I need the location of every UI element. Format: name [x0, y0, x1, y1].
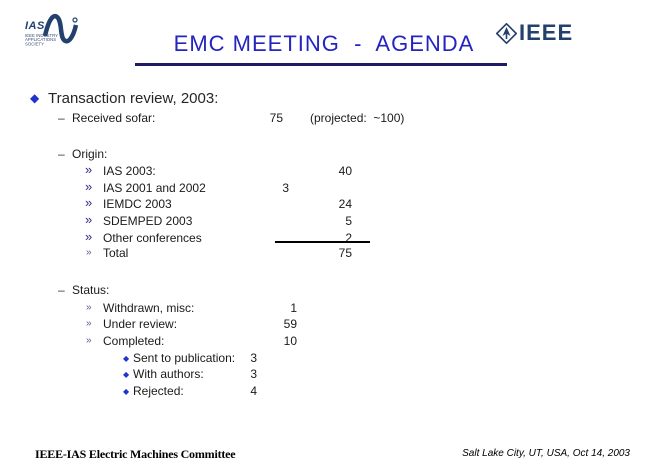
chevron-bullet-icon: » [86, 247, 92, 258]
ias-logo-subtext: IEEE INDUSTRY APPLICATIONS SOCIETY [25, 34, 58, 47]
origin-row-other-conferences: » Other conferences 2 [0, 229, 648, 248]
ias-logo-text: IAS [25, 20, 45, 32]
ias-sub-line3: SOCIETY [25, 42, 44, 47]
breakdown-row-value: 4 [250, 384, 257, 398]
origin-row-label: IAS 2003: [103, 164, 156, 178]
received-note: (projected: ~100) [310, 111, 405, 125]
origin-row-label: IEMDC 2003 [103, 197, 172, 211]
origin-row-label: IAS 2001 and 2002 [103, 181, 206, 195]
chevron-bullet-icon: » [85, 212, 93, 227]
ias-wave-icon [42, 13, 79, 44]
diamond-bullet-icon: ◆ [123, 354, 130, 363]
page-title: EMC MEETING - AGENDA [173, 31, 475, 56]
chevron-bullet-icon: » [85, 179, 93, 194]
breakdown-row-rejected: ◆ Rejected: 4 [0, 384, 648, 401]
status-row-value: 10 [283, 334, 297, 348]
ias-sub-line2: APPLICATIONS [25, 38, 57, 43]
chevron-bullet-icon: » [85, 229, 93, 244]
origin-row-label: SDEMPED 2003 [103, 214, 193, 228]
ias-logo: IAS IEEE INDUSTRY APPLICATIONS SOCIETY [25, 12, 115, 60]
title-underline [135, 63, 507, 66]
breakdown-row-label: Sent to publication: [133, 351, 236, 365]
status-row-value: 59 [283, 317, 297, 331]
origin-row-total: » Total 75 [0, 246, 648, 263]
status-row-label: Completed: [103, 334, 165, 348]
section-transaction-review: ◆ Transaction review, 2003: [0, 90, 648, 107]
breakdown-row-with-authors: ◆ With authors: 3 [0, 367, 648, 384]
breakdown-row-value: 3 [250, 351, 257, 365]
status-row-withdrawn: » Withdrawn, misc: 1 [0, 301, 648, 318]
footer-committee: IEEE-IAS Electric Machines Committee [35, 447, 236, 461]
status-row-value: 1 [290, 301, 297, 315]
status-header: – Status: [0, 283, 648, 300]
received-value: 75 [269, 111, 283, 125]
diamond-bullet-icon: ◆ [123, 387, 130, 396]
ieee-logo-text: IEEE [519, 20, 574, 45]
status-row-label: Withdrawn, misc: [103, 301, 195, 315]
origin-row-sdemped2003: » SDEMPED 2003 5 [0, 212, 648, 231]
origin-header: – Origin: [0, 147, 648, 164]
status-label: Status: [72, 283, 110, 297]
origin-row-ias2001-2002: » IAS 2001 and 2002 3 [0, 179, 648, 198]
breakdown-row-label: Rejected: [133, 384, 184, 398]
dash-bullet-icon: – [58, 147, 65, 161]
breakdown-row-sent-to-publication: ◆ Sent to publication: 3 [0, 351, 648, 368]
chevron-bullet-icon: » [85, 195, 93, 210]
section-title: Transaction review, 2003: [48, 90, 219, 107]
origin-row-value: 3 [282, 181, 289, 195]
received-label: Received sofar: [72, 111, 156, 125]
breakdown-row-label: With authors: [133, 367, 204, 381]
status-row-under-review: » Under review: 59 [0, 317, 648, 334]
ieee-diamond-icon [496, 22, 517, 44]
origin-row-value: 24 [338, 197, 352, 211]
status-row-completed: » Completed: 10 [0, 334, 648, 351]
origin-row-ias2003: » IAS 2003: 40 [0, 162, 648, 181]
origin-row-value: 2 [345, 231, 352, 245]
diamond-bullet-icon: ◆ [123, 370, 130, 379]
origin-row-value: 5 [345, 214, 352, 228]
sum-line [275, 241, 370, 243]
origin-row-value: 40 [338, 164, 352, 178]
chevron-bullet-icon: » [86, 302, 92, 313]
dash-bullet-icon: – [58, 283, 65, 297]
received-row: – Received sofar: 75 (projected: ~100) [0, 111, 648, 128]
origin-label: Origin: [72, 147, 108, 161]
ias-logo-top: IAS [25, 13, 79, 46]
ias-sub-line1: IEEE INDUSTRY [25, 34, 59, 39]
dash-bullet-icon: – [58, 111, 65, 125]
chevron-bullet-icon: » [85, 162, 93, 177]
origin-row-label: Other conferences [103, 231, 202, 245]
status-row-label: Under review: [103, 317, 178, 331]
origin-total-value: 75 [338, 246, 352, 260]
diamond-bullet-icon: ◆ [30, 91, 40, 105]
origin-total-label: Total [103, 246, 129, 260]
chevron-bullet-icon: » [86, 318, 92, 329]
footer-location-date: Salt Lake City, UT, USA, Oct 14, 2003 [462, 448, 630, 459]
ieee-logo: IEEE [496, 20, 573, 46]
breakdown-row-value: 3 [250, 367, 257, 381]
origin-row-iemdc2003: » IEMDC 2003 24 [0, 195, 648, 214]
chevron-bullet-icon: » [86, 335, 92, 346]
